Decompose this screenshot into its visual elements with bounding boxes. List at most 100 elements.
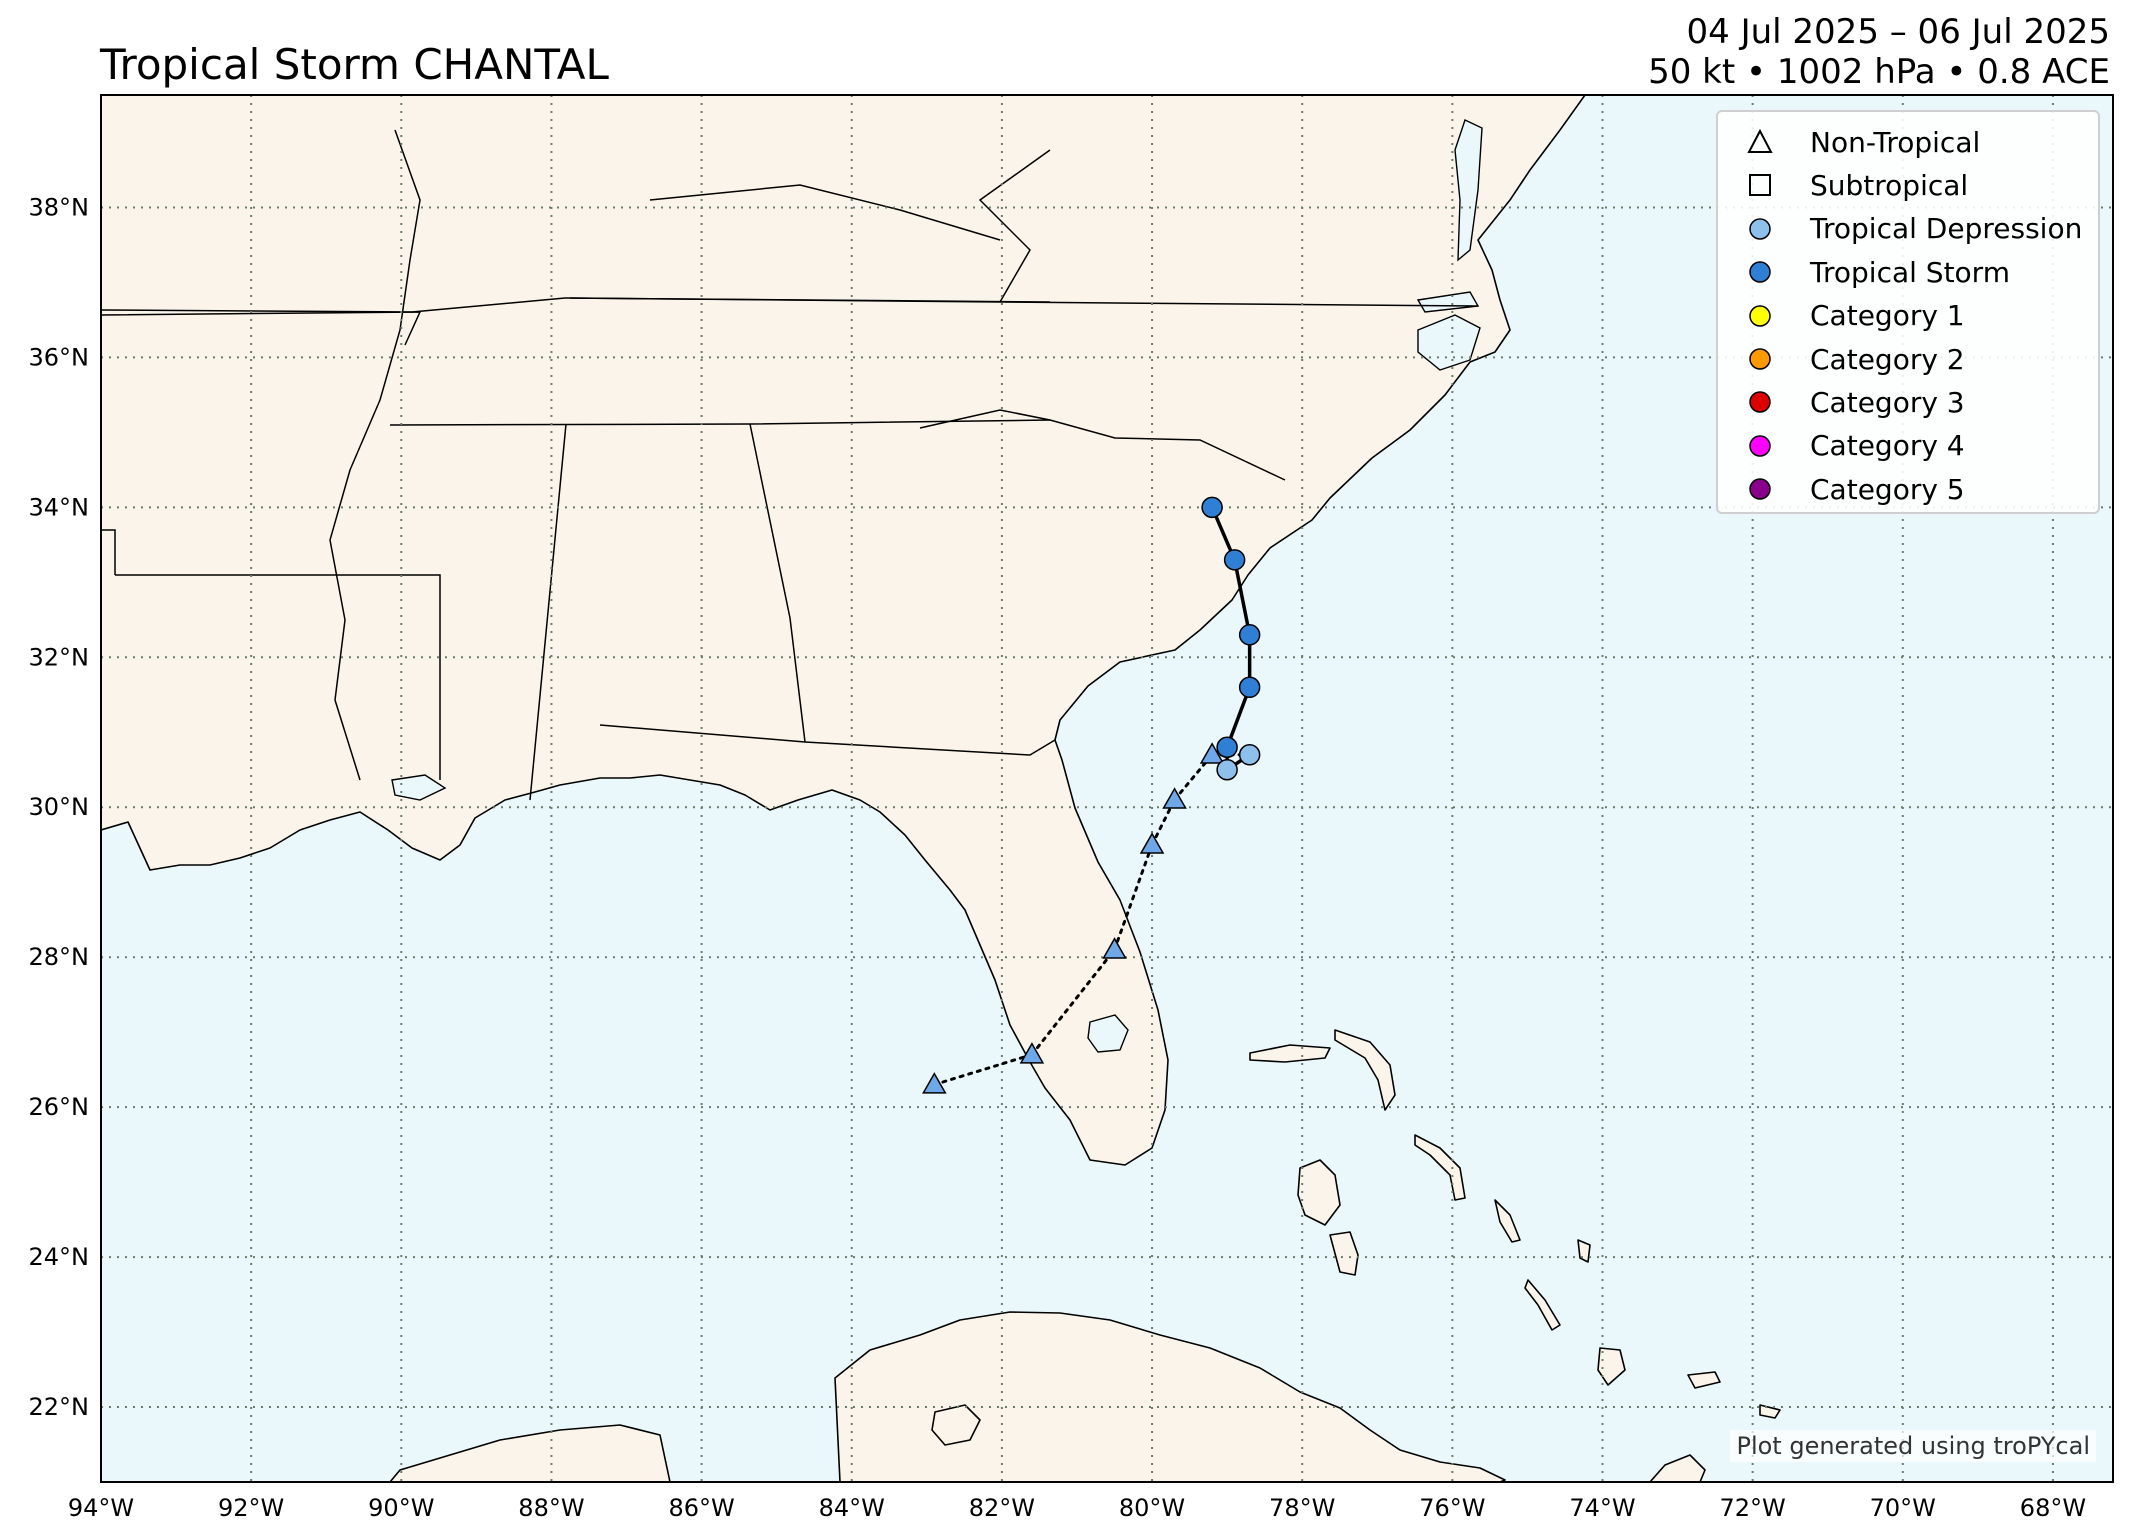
lat-tick-label: 28°N <box>29 943 90 971</box>
state-line-va-wv <box>978 149 1051 303</box>
legend-item: Tropical Storm <box>1742 254 2010 290</box>
legend-item: Category 2 <box>1742 341 1965 377</box>
chesapeake-bay <box>1454 119 1483 262</box>
state-line-la-ms <box>330 574 441 780</box>
lon-tick-label: 90°W <box>368 1494 434 1522</box>
state-boundaries <box>101 129 1479 801</box>
legend-item: Tropical Depression <box>1742 211 2082 247</box>
state-line-ky-tn <box>564 297 1051 303</box>
long-island <box>1524 1279 1561 1331</box>
legend-item: Subtropical <box>1742 167 1968 203</box>
storm-stats: 50 kt • 1002 hPa • 0.8 ACE <box>1648 52 2110 92</box>
track-point-storm <box>1223 549 1246 571</box>
legend-label: Category 4 <box>1810 429 1965 463</box>
legend-label: Tropical Storm <box>1810 255 2010 289</box>
lon-tick-label: 94°W <box>68 1494 134 1522</box>
lon-tick-label: 70°W <box>1870 1494 1936 1522</box>
lat-tick-label: 32°N <box>29 643 90 671</box>
track-point-storm <box>1238 676 1261 699</box>
legend-label: Category 2 <box>1810 342 1965 376</box>
circle-icon <box>1742 341 1778 377</box>
exuma <box>1494 1199 1521 1243</box>
credit-text: Plot generated using troPYcal <box>1730 1430 2096 1462</box>
track-point-storm <box>1238 624 1261 646</box>
legend-label: Category 1 <box>1810 299 1965 333</box>
lon-tick-label: 74°W <box>1569 1494 1635 1522</box>
legend-label: Subtropical <box>1810 168 1969 202</box>
track-point-non-tropical <box>1199 742 1225 764</box>
legend-label: Non-Tropical <box>1810 125 1981 159</box>
legend-item: Category 4 <box>1742 428 1965 464</box>
lake-okeechobee <box>1087 1014 1129 1053</box>
acklins <box>1597 1347 1626 1386</box>
lat-tick-label: 30°N <box>29 793 90 821</box>
legend-label: Tropical Depression <box>1810 212 2083 246</box>
axis-ticks: 94°W 92°W 90°W 88°W 86°W 84°W 82°W 80°W 78°W 76°W… <box>29 193 2087 1522</box>
track-segment <box>932 1053 1034 1087</box>
lat-tick-label: 24°N <box>29 1243 90 1271</box>
turks <box>1759 1404 1781 1419</box>
legend-item: Category 1 <box>1742 298 1965 334</box>
track-point-non-tropical <box>1162 787 1187 809</box>
lon-tick-label: 72°W <box>1720 1494 1786 1522</box>
andros-south <box>1329 1231 1359 1276</box>
storm-title: Tropical Storm CHANTAL <box>100 40 609 89</box>
state-line-ar <box>101 529 116 575</box>
andros <box>1297 1159 1341 1226</box>
water-bodies <box>391 119 1483 1053</box>
lon-tick-label: 78°W <box>1269 1494 1335 1522</box>
track-point-non-tropical <box>922 1072 947 1094</box>
state-line-ky <box>649 184 1001 241</box>
us-mainland <box>101 95 1586 1166</box>
hispaniola-edge <box>1649 1454 1706 1482</box>
isle-of-youth <box>931 1404 981 1446</box>
storm-summary: 04 Jul 2025 – 06 Jul 2025 50 kt • 1002 h… <box>1648 12 2110 92</box>
state-line-al-ga <box>749 423 806 743</box>
lake-pontchartrain <box>391 774 447 801</box>
circle-icon <box>1742 298 1778 334</box>
pamlico-sound <box>1417 314 1481 371</box>
lon-tick-label: 92°W <box>218 1494 284 1522</box>
track-segment <box>1232 558 1252 637</box>
circle-icon <box>1742 384 1778 420</box>
state-line-sc-ga-nc <box>919 409 1286 481</box>
legend-item: Category 5 <box>1742 471 1965 507</box>
track-point-non-tropical <box>1102 937 1127 959</box>
circle-icon <box>1742 428 1778 464</box>
lon-tick-label: 68°W <box>2020 1494 2086 1522</box>
state-line-al-fl <box>599 724 806 743</box>
storm-track <box>922 496 1261 1094</box>
triangle-icon <box>1742 124 1778 160</box>
track-segment <box>1113 843 1154 952</box>
track-segment <box>1030 948 1117 1057</box>
track-point-storm <box>1216 736 1238 759</box>
lon-tick-label: 80°W <box>1119 1494 1185 1522</box>
track-point-non-tropical <box>1139 832 1165 854</box>
legend: Non-Tropical Subtropical Tropical Depressi… <box>1716 110 2100 514</box>
track-point-non-tropical <box>1019 1042 1045 1064</box>
circle-icon <box>1742 471 1778 507</box>
circle-icon <box>1742 254 1778 290</box>
lat-tick-label: 38°N <box>29 193 90 221</box>
state-line-ga-fl <box>804 739 1056 756</box>
grand-bahama <box>1249 1044 1331 1063</box>
map-frame <box>100 94 2114 1483</box>
lat-tick-label: 22°N <box>29 1393 90 1421</box>
yucatan <box>389 1424 671 1482</box>
river-mississippi <box>329 129 421 781</box>
legend-label: Category 3 <box>1810 385 1965 419</box>
track-point-storm <box>1201 496 1223 519</box>
legend-item: Non-Tropical <box>1742 124 1980 160</box>
lon-tick-label: 88°W <box>518 1494 584 1522</box>
legend-item: Category 3 <box>1742 384 1965 420</box>
state-line-ms-al <box>529 423 567 801</box>
lon-tick-label: 84°W <box>819 1494 885 1522</box>
circle-icon <box>1742 211 1778 247</box>
legend-label: Category 5 <box>1810 472 1965 506</box>
lat-tick-label: 26°N <box>29 1093 90 1121</box>
state-line-ar-mo <box>101 311 422 346</box>
date-range: 04 Jul 2025 – 06 Jul 2025 <box>1686 12 2110 52</box>
abaco <box>1334 1029 1396 1111</box>
lon-tick-label: 82°W <box>969 1494 1035 1522</box>
lat-tick-label: 34°N <box>29 493 90 521</box>
